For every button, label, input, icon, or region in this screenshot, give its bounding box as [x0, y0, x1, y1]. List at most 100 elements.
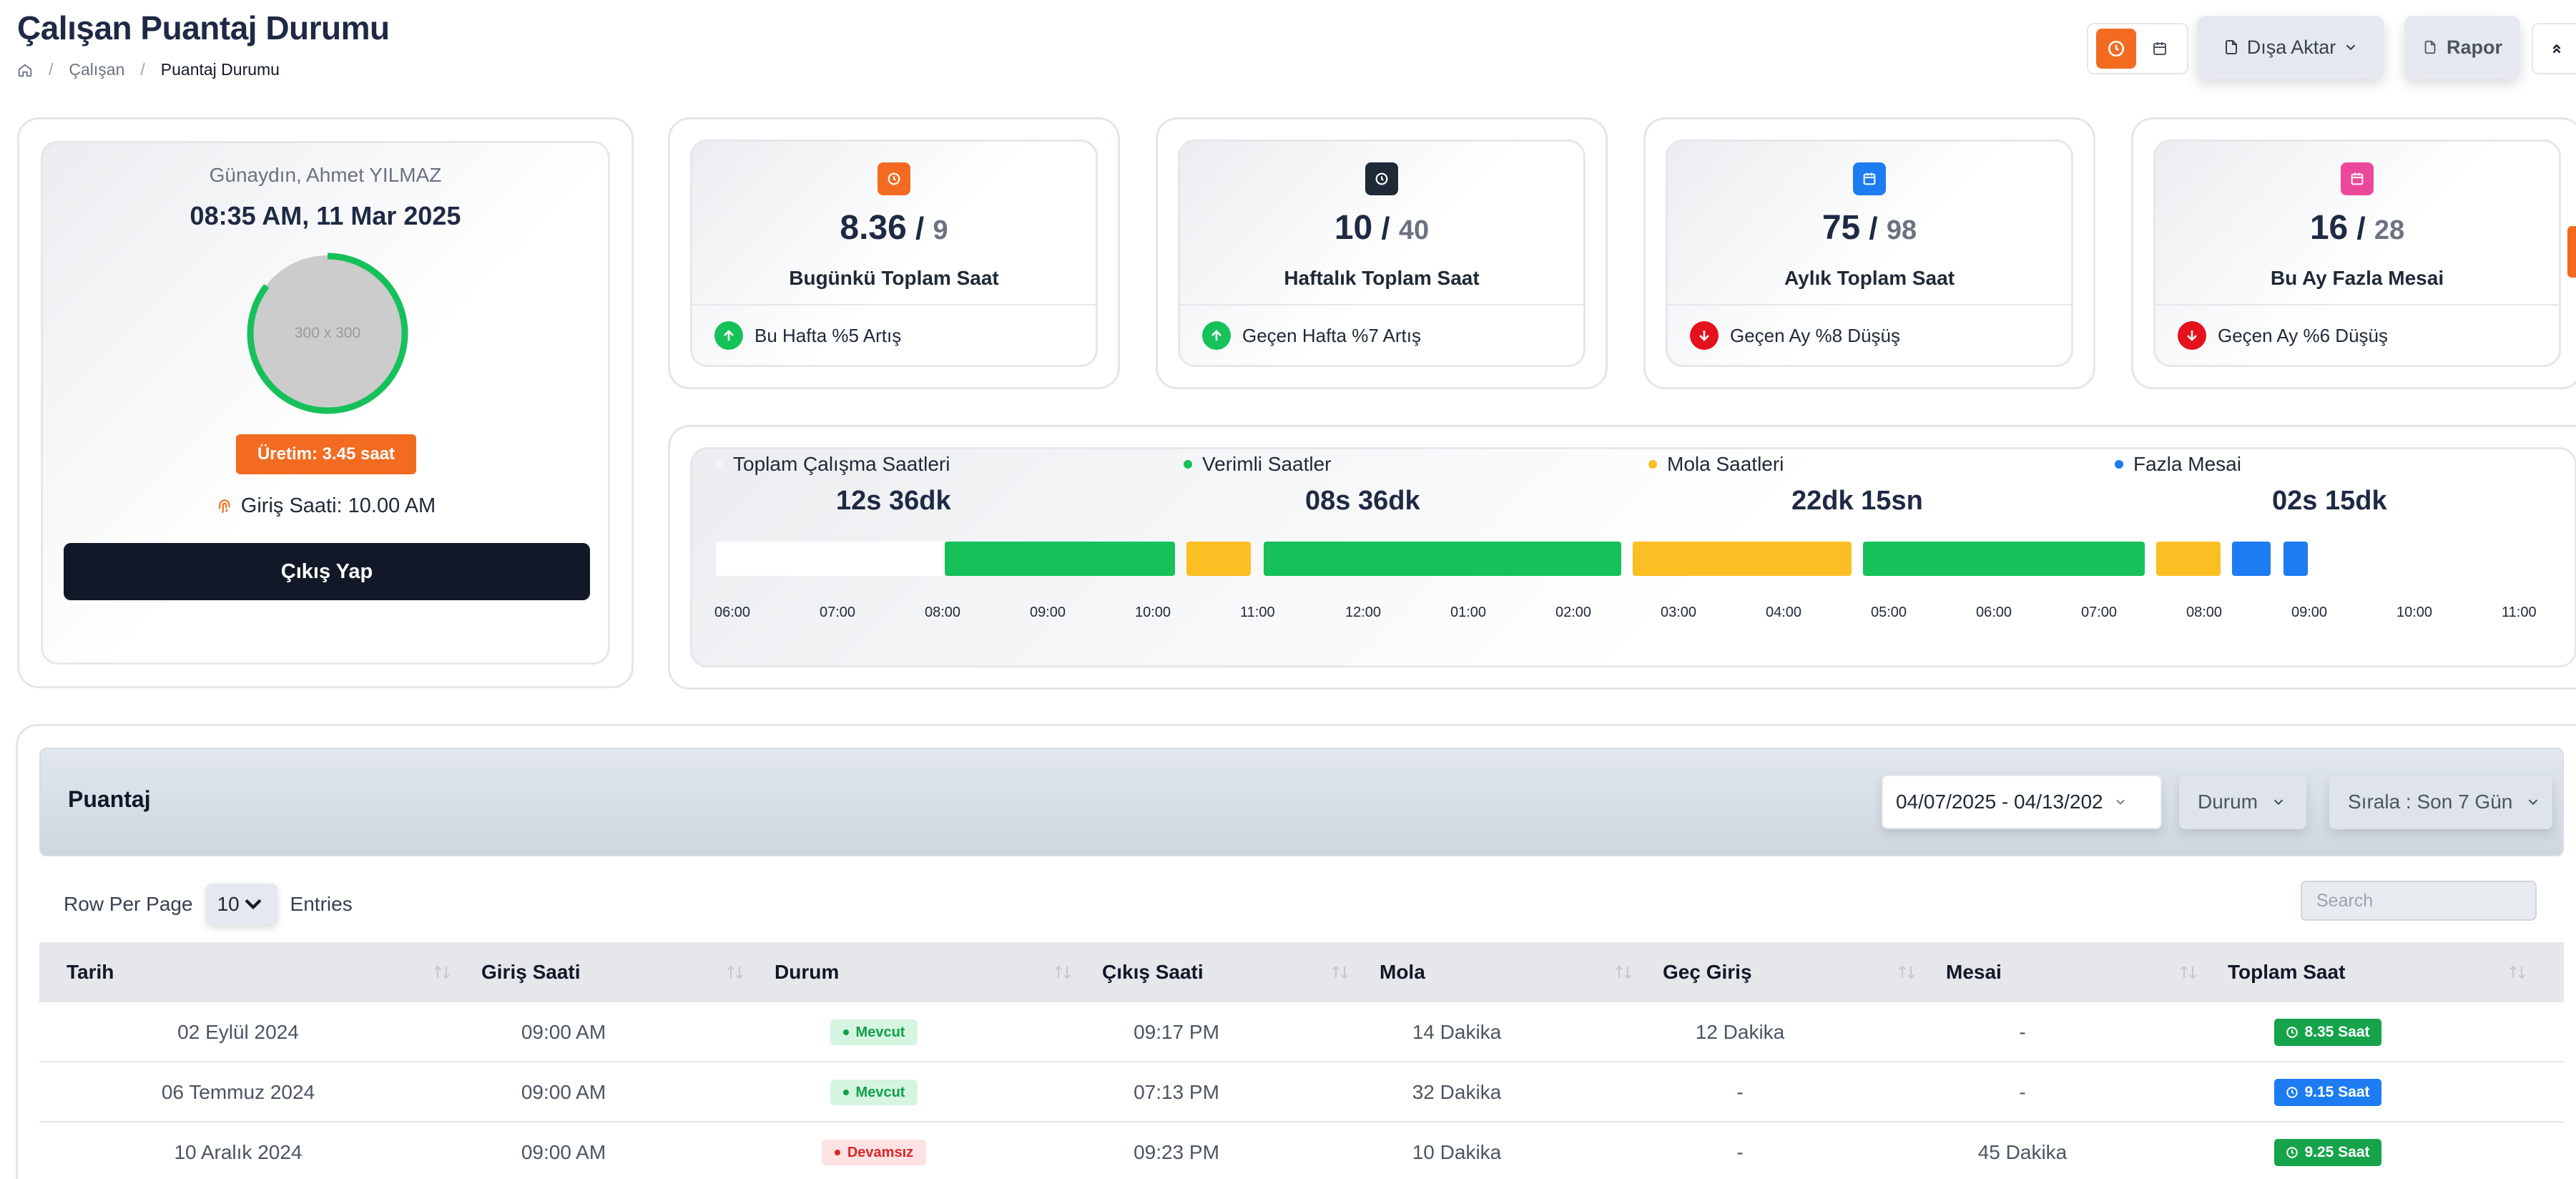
timeline-legend-item: Toplam Çalışma Saatleri — [714, 453, 950, 476]
divider — [1667, 304, 2072, 305]
timeline-segment[interactable] — [716, 542, 946, 576]
table-row[interactable]: 10 Aralık 2024 09:00 AM Devamsız 09:23 PM 10… — [39, 1122, 2564, 1179]
stat-trend-text: Geçen Ay %8 Düşüş — [1730, 324, 1900, 346]
table-cell: 09:17 PM — [1038, 1002, 1315, 1062]
sort-icon[interactable] — [2507, 964, 2528, 981]
stat-label: Bu Ay Fazla Mesai — [2270, 267, 2444, 289]
timeline-segment[interactable] — [945, 542, 1175, 576]
column-header[interactable]: Mola — [1380, 942, 1663, 1002]
column-header[interactable]: Mesai — [1946, 942, 2228, 1002]
timeline-legend-label: Verimli Saatler — [1202, 453, 1332, 475]
stat-label: Haftalık Toplam Saat — [1284, 267, 1480, 289]
breadcrumb-employee[interactable]: Çalışan — [69, 60, 125, 79]
sort-icon[interactable] — [431, 964, 453, 981]
timeline-tick: 10:00 — [1135, 605, 1171, 620]
attendance-table-card: Puantaj 04/07/2025 - 04/13/202 Durum Sır… — [16, 724, 2576, 1179]
current-datetime: 08:35 AM, 11 Mar 2025 — [190, 201, 461, 230]
timeline-segment[interactable] — [2232, 542, 2271, 576]
divider — [1179, 304, 1584, 305]
home-icon[interactable] — [17, 62, 33, 78]
report-label: Rapor — [2446, 36, 2502, 58]
sort-filter[interactable]: Sırala : Son 7 Gün — [2329, 775, 2552, 829]
timeline-segment[interactable] — [2156, 542, 2221, 576]
timeline-tick: 11:00 — [2502, 605, 2537, 620]
export-button[interactable]: Dışa Aktar — [2197, 16, 2384, 79]
sort-icon[interactable] — [1052, 964, 1073, 981]
stat-total: 98 — [1886, 215, 1917, 245]
status-filter[interactable]: Durum — [2179, 775, 2306, 829]
sort-icon[interactable] — [724, 964, 746, 981]
column-header[interactable]: Durum — [775, 942, 1102, 1002]
column-header-label: Geç Giriş — [1663, 961, 1752, 983]
stat-trend-text: Bu Hafta %5 Artış — [754, 324, 902, 346]
clock-icon — [1365, 162, 1398, 195]
sort-icon[interactable] — [1896, 964, 1917, 981]
total-hours-badge: 8.35 Saat — [2274, 1019, 2381, 1046]
rows-per-page-select[interactable]: 10 — [205, 884, 277, 925]
calendar-view-button[interactable] — [2140, 29, 2180, 69]
cell-late: 12 Dakika — [1695, 1021, 1785, 1043]
fingerprint-icon — [218, 499, 230, 513]
timeline-tick: 01:00 — [1450, 605, 1487, 620]
stat-current: 75 — [1822, 209, 1861, 247]
timeline-segment[interactable] — [1264, 542, 1621, 576]
stat-value: 16 / 28 — [2133, 208, 2576, 248]
sort-icon[interactable] — [2178, 964, 2199, 981]
total-hours-label: 9.15 Saat — [2304, 1084, 2370, 1100]
status-label: Devamsız — [847, 1144, 914, 1160]
collapse-button[interactable] — [2532, 23, 2576, 74]
timeline-segment[interactable] — [2284, 542, 2308, 576]
table-cell: - — [1882, 1062, 2163, 1122]
date-range-picker[interactable]: 04/07/2025 - 04/13/202 — [1882, 775, 2162, 829]
timeline-legend-value: 02s 15dk — [2272, 486, 2387, 516]
timeline-segment[interactable] — [1863, 542, 2145, 576]
cell-check-out: 09:23 PM — [1134, 1141, 1219, 1163]
sort-icon[interactable] — [1613, 964, 1634, 981]
table-row[interactable]: 02 Eylül 2024 09:00 AM Mevcut 09:17 PM 14 Da… — [39, 1002, 2564, 1062]
table-cell: Devamsız — [710, 1122, 1038, 1179]
column-header[interactable]: Toplam Saat — [2228, 942, 2528, 1002]
cell-check-in: 09:00 AM — [521, 1021, 606, 1043]
table-cell: 9.25 Saat — [2163, 1122, 2492, 1179]
stat-card: 16 / 28 Bu Ay Fazla Mesai Geçen Ay %6 Düşü… — [2131, 117, 2576, 389]
legend-dot — [1648, 460, 1657, 469]
timeline-tick: 03:00 — [1661, 605, 1697, 620]
timeline-tick: 08:00 — [925, 605, 961, 620]
chevron-down-icon — [2529, 799, 2538, 806]
column-header[interactable]: Geç Giriş — [1663, 942, 1946, 1002]
status-badge: Mevcut — [830, 1080, 918, 1105]
cell-break: 14 Dakika — [1412, 1021, 1502, 1043]
checkout-button[interactable]: Çıkış Yap — [64, 543, 590, 600]
search-input[interactable] — [2301, 881, 2537, 921]
column-header[interactable]: Giriş Saati — [481, 942, 775, 1002]
timeline-legend-value: 08s 36dk — [1305, 486, 1420, 516]
chevron-down-icon — [2115, 799, 2125, 805]
timeline-segment[interactable] — [1186, 542, 1251, 576]
cell-date: 02 Eylül 2024 — [177, 1021, 299, 1043]
entry-time: Giriş Saati: 10.00 AM — [19, 494, 631, 518]
column-header[interactable]: Çıkış Saati — [1102, 942, 1380, 1002]
status-label: Mevcut — [855, 1084, 905, 1100]
stat-card: 10 / 40 Haftalık Toplam Saat Geçen Hafta %… — [1156, 117, 1608, 389]
settings-side-tab[interactable] — [2567, 226, 2576, 278]
clock-view-button[interactable] — [2095, 29, 2136, 69]
legend-dot — [714, 460, 723, 469]
table-row[interactable]: 06 Temmuz 2024 09:00 AM Mevcut 07:13 PM 32 D… — [39, 1062, 2564, 1122]
cell-check-in: 09:00 AM — [521, 1141, 606, 1163]
cell-check-in: 09:00 AM — [521, 1081, 606, 1103]
column-header[interactable]: Tarih — [67, 942, 481, 1002]
table-cell: 45 Dakika — [1882, 1122, 2163, 1179]
report-button[interactable]: Rapor — [2404, 16, 2520, 79]
cell-overtime: - — [2019, 1021, 2026, 1043]
timeline-tick: 05:00 — [1871, 605, 1907, 620]
status-filter-label: Durum — [2198, 791, 2258, 813]
view-toggle — [2087, 23, 2188, 74]
legend-dot — [1184, 460, 1192, 469]
status-dot — [834, 1150, 840, 1155]
timeline-card: Toplam Çalışma Saatleri 12s 36dk Verimli S… — [668, 425, 2576, 690]
column-header-label: Tarih — [67, 961, 114, 983]
timeline-segment[interactable] — [1633, 542, 1852, 576]
table-cell: 14 Dakika — [1315, 1002, 1598, 1062]
status-dot — [842, 1029, 849, 1035]
sort-icon[interactable] — [1329, 964, 1351, 981]
